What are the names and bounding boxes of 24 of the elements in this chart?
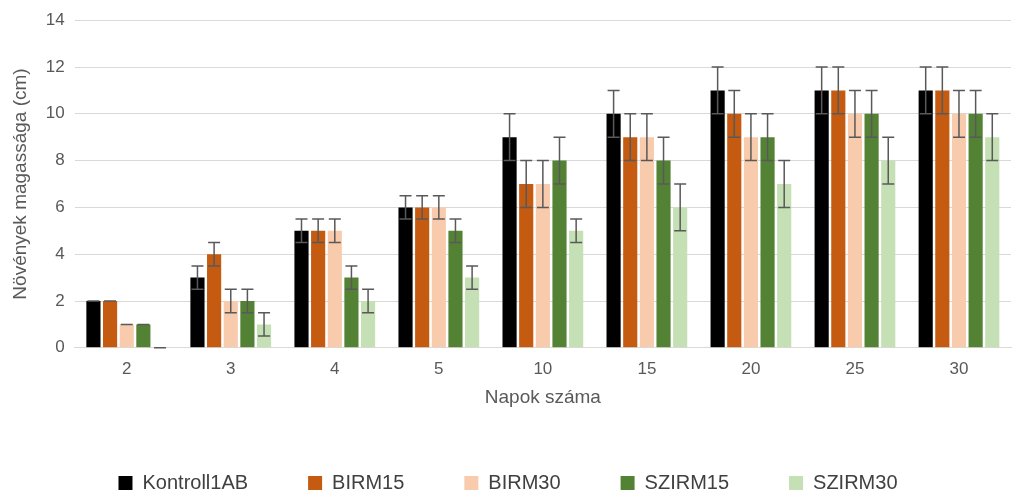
x-tick-label: 15	[637, 358, 657, 378]
x-tick-label: 3	[226, 358, 236, 378]
x-tick-label: 10	[533, 358, 553, 378]
x-tick-label: 30	[949, 358, 969, 378]
y-axis-title: Növények magassága (cm)	[8, 68, 30, 300]
y-tick-label: 12	[45, 56, 65, 76]
y-tick-label: 0	[55, 337, 65, 357]
x-tick-label: 4	[330, 358, 340, 378]
legend-label: SZIRM30	[813, 470, 898, 493]
x-tick-label: 20	[741, 358, 761, 378]
legend-label: BIRM15	[332, 470, 405, 493]
legend-label: SZIRM15	[644, 470, 730, 493]
y-tick-label: 4	[55, 243, 65, 263]
x-tick-label: 2	[121, 358, 132, 378]
x-axis-title: Napok száma	[484, 385, 602, 407]
y-tick-label: 2	[55, 290, 65, 310]
x-tick-label: 5	[434, 358, 444, 378]
y-tick-label: 10	[45, 103, 65, 123]
y-tick-label: 6	[55, 197, 65, 217]
y-tick-label: 8	[55, 150, 65, 170]
legend-label: Kontroll1AB	[142, 470, 249, 493]
y-tick-label: 14	[45, 9, 65, 29]
x-tick-label: 25	[845, 358, 865, 378]
legend-label: BIRM30	[488, 470, 561, 493]
